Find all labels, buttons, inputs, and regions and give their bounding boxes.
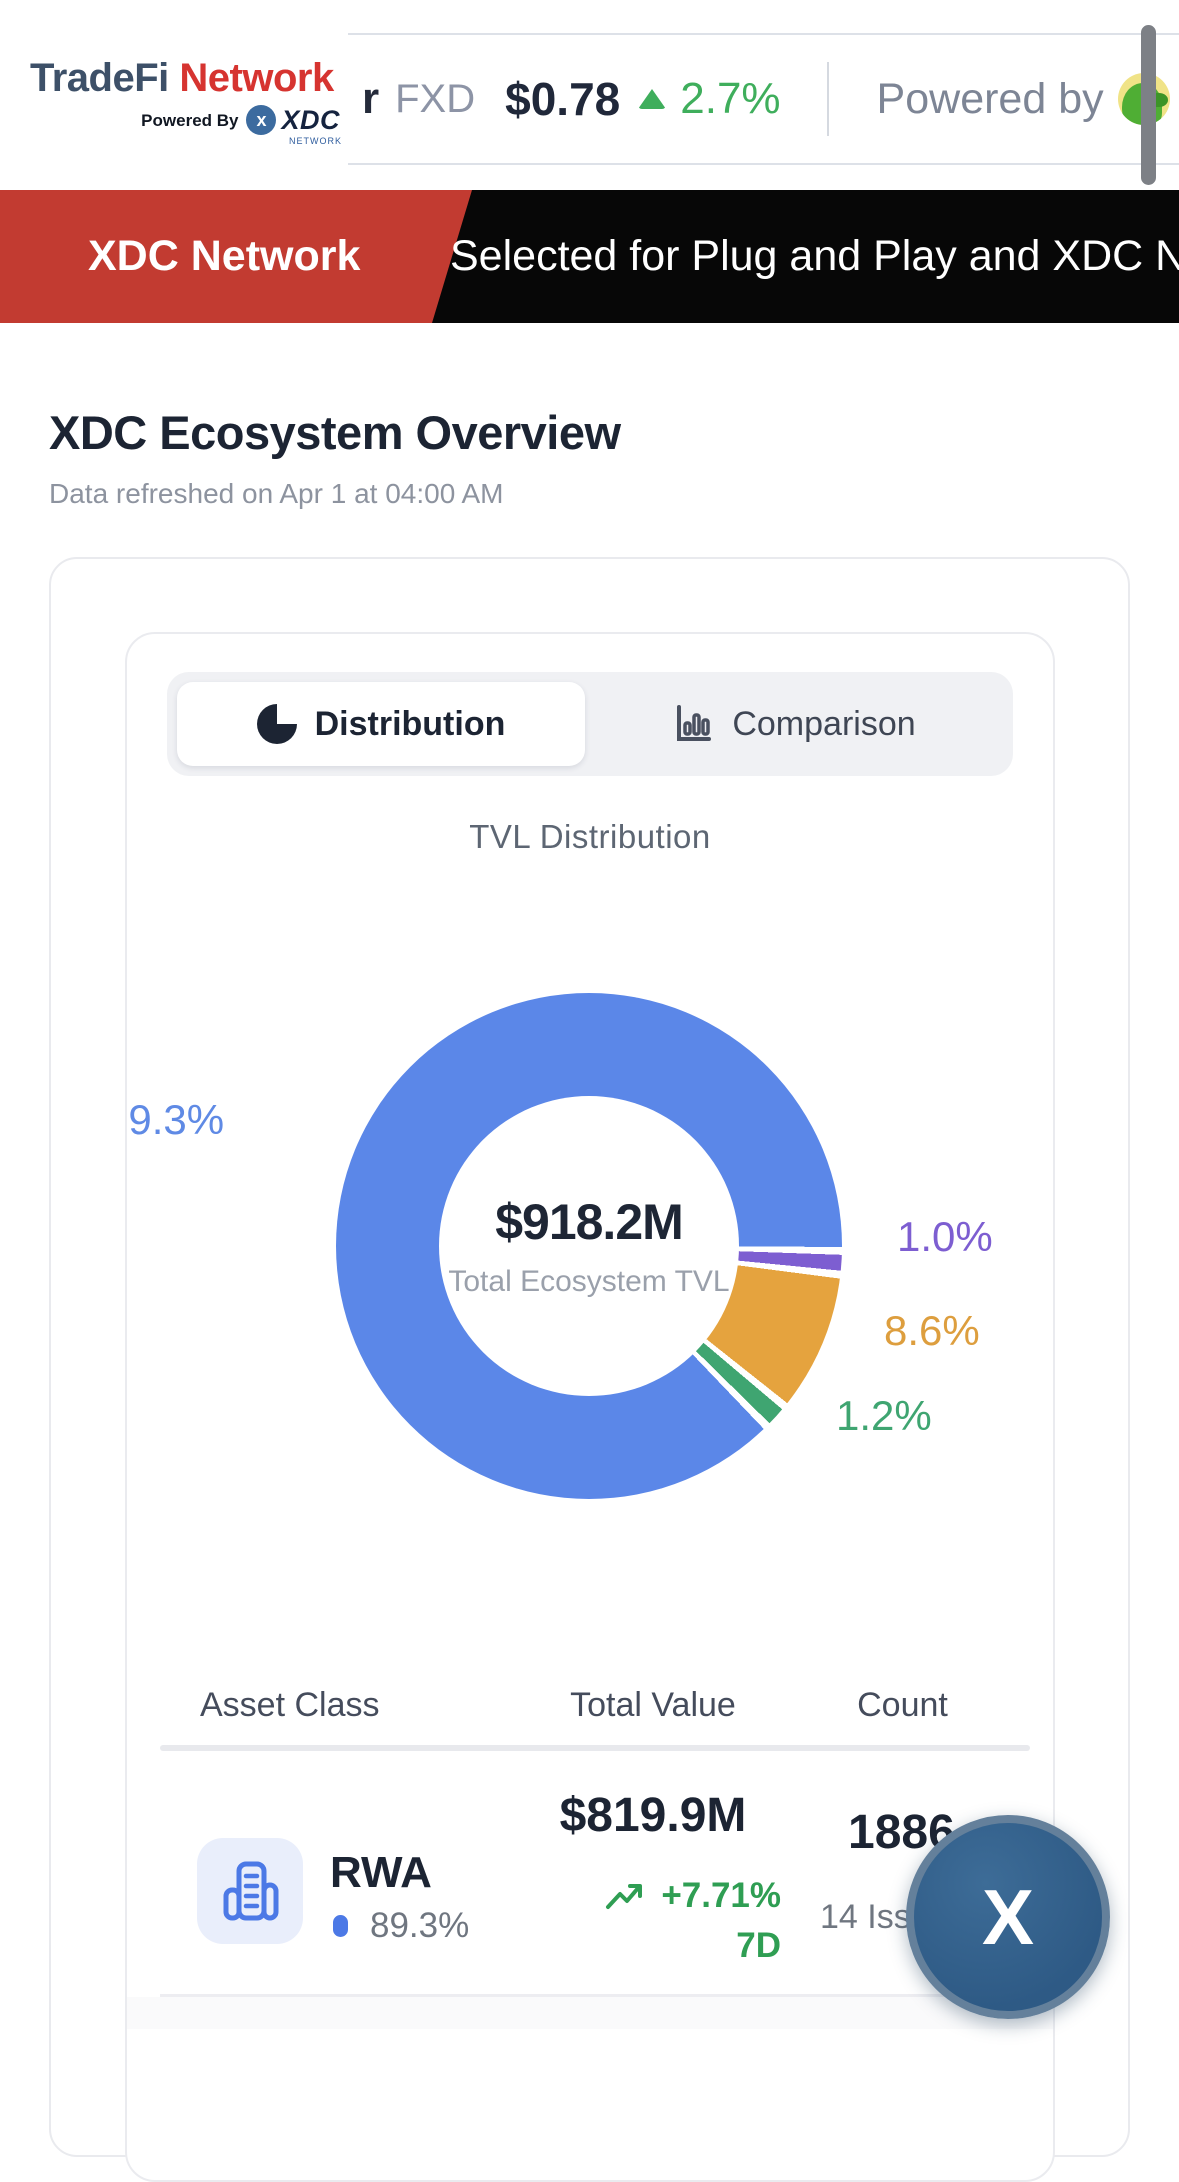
banner-red-backdrop — [0, 190, 472, 323]
chart-title: TVL Distribution — [469, 818, 711, 855]
column-header-asset-class: Asset Class — [200, 1686, 380, 1724]
ticker-divider — [826, 62, 829, 136]
announcement-banner[interactable]: XDC Network Selected for Plug and Play a… — [0, 190, 1179, 323]
asset-total-value: $819.9M — [559, 1789, 747, 1842]
bar-chart-icon — [677, 705, 712, 741]
segment-label-rwa-text: 89.3% — [127, 1096, 225, 1143]
blue-dot-icon — [333, 1915, 348, 1937]
asset-change-period: 7D — [736, 1926, 781, 1965]
vertical-scrollbar-thumb[interactable] — [1141, 25, 1156, 185]
segment-label-rwa: 89.3% — [127, 1096, 312, 1152]
banner-network-label: XDC Network — [88, 232, 361, 280]
asset-change-value: +7.71% — [661, 1876, 781, 1915]
asset-share: 89.3% — [333, 1906, 469, 1946]
brand-powered-by: Powered By x XDC NETWORK — [30, 105, 341, 146]
app-header: TradeFi Network Powered By x XDC NETWORK… — [0, 0, 1179, 190]
asset-share-value: 89.3% — [370, 1906, 470, 1945]
chart-view-tabs: Distribution Comparison — [167, 672, 1013, 776]
total-tvl-value: $918.2M — [495, 1194, 684, 1250]
asset-name: RWA — [330, 1848, 432, 1897]
tab-comparison[interactable]: Comparison — [585, 682, 1003, 766]
segment-label-purple: 1.0% — [897, 1213, 993, 1260]
ticker-powered-by-label: Powered by — [876, 74, 1104, 123]
xdc-wordmark-sub: NETWORK — [289, 136, 342, 146]
xdc-logo: x XDC NETWORK — [246, 105, 341, 146]
tab-distribution-label: Distribution — [314, 704, 506, 743]
xdc-wordmark: XDC NETWORK — [281, 105, 341, 146]
asset-change: +7.71% — [525, 1876, 781, 1916]
brand-title-network: Network — [179, 56, 334, 100]
column-header-count: Count — [857, 1686, 948, 1724]
page-title: XDC Ecosystem Overview — [49, 406, 621, 459]
table-header-divider — [160, 1745, 1030, 1751]
column-header-total-value: Total Value — [570, 1686, 736, 1724]
brand-title: TradeFi Network — [30, 56, 340, 101]
price-ticker: r FXD $0.78 2.7% Powered by — [348, 33, 1179, 165]
ticker-name-fragment: r — [362, 74, 380, 123]
price-up-triangle-icon — [638, 89, 667, 109]
total-tvl-label: Total Ecosystem TVL — [448, 1265, 730, 1298]
tvl-donut-chart[interactable]: $918.2M Total Ecosystem TVL — [336, 993, 842, 1499]
data-refreshed-note: Data refreshed on Apr 1 at 04:00 AM — [49, 478, 504, 509]
segment-label-green: 1.2% — [836, 1392, 932, 1439]
segment-label-orange: 8.6% — [884, 1307, 980, 1354]
close-floating-button[interactable]: X — [906, 1815, 1110, 2019]
xdc-wordmark-text: XDC — [281, 105, 340, 135]
next-row-strip — [127, 1997, 1053, 2029]
trend-up-icon — [606, 1884, 643, 1909]
xdc-circle-icon: x — [246, 105, 277, 135]
ticker-price: $0.78 — [505, 73, 621, 125]
table-row-divider — [160, 1994, 1030, 1997]
tab-comparison-label: Comparison — [732, 704, 916, 743]
donut-center: $918.2M Total Ecosystem TVL — [439, 1096, 739, 1396]
powered-by-label: Powered By — [141, 110, 239, 130]
close-x-icon: X — [981, 1872, 1035, 1961]
building-icon — [223, 1861, 279, 1921]
banner-marquee-message: Selected for Plug and Play and XDC N — [450, 232, 1179, 280]
brand-title-tradefi: TradeFi — [30, 56, 169, 100]
ticker-change: 2.7% — [680, 74, 781, 123]
pie-chart-icon — [256, 704, 297, 744]
ticker-symbol: FXD — [395, 76, 476, 121]
tab-distribution[interactable]: Distribution — [177, 682, 585, 766]
asset-class-icon-box — [197, 1838, 303, 1944]
brand-logo[interactable]: TradeFi Network Powered By x XDC NETWORK — [30, 56, 341, 146]
